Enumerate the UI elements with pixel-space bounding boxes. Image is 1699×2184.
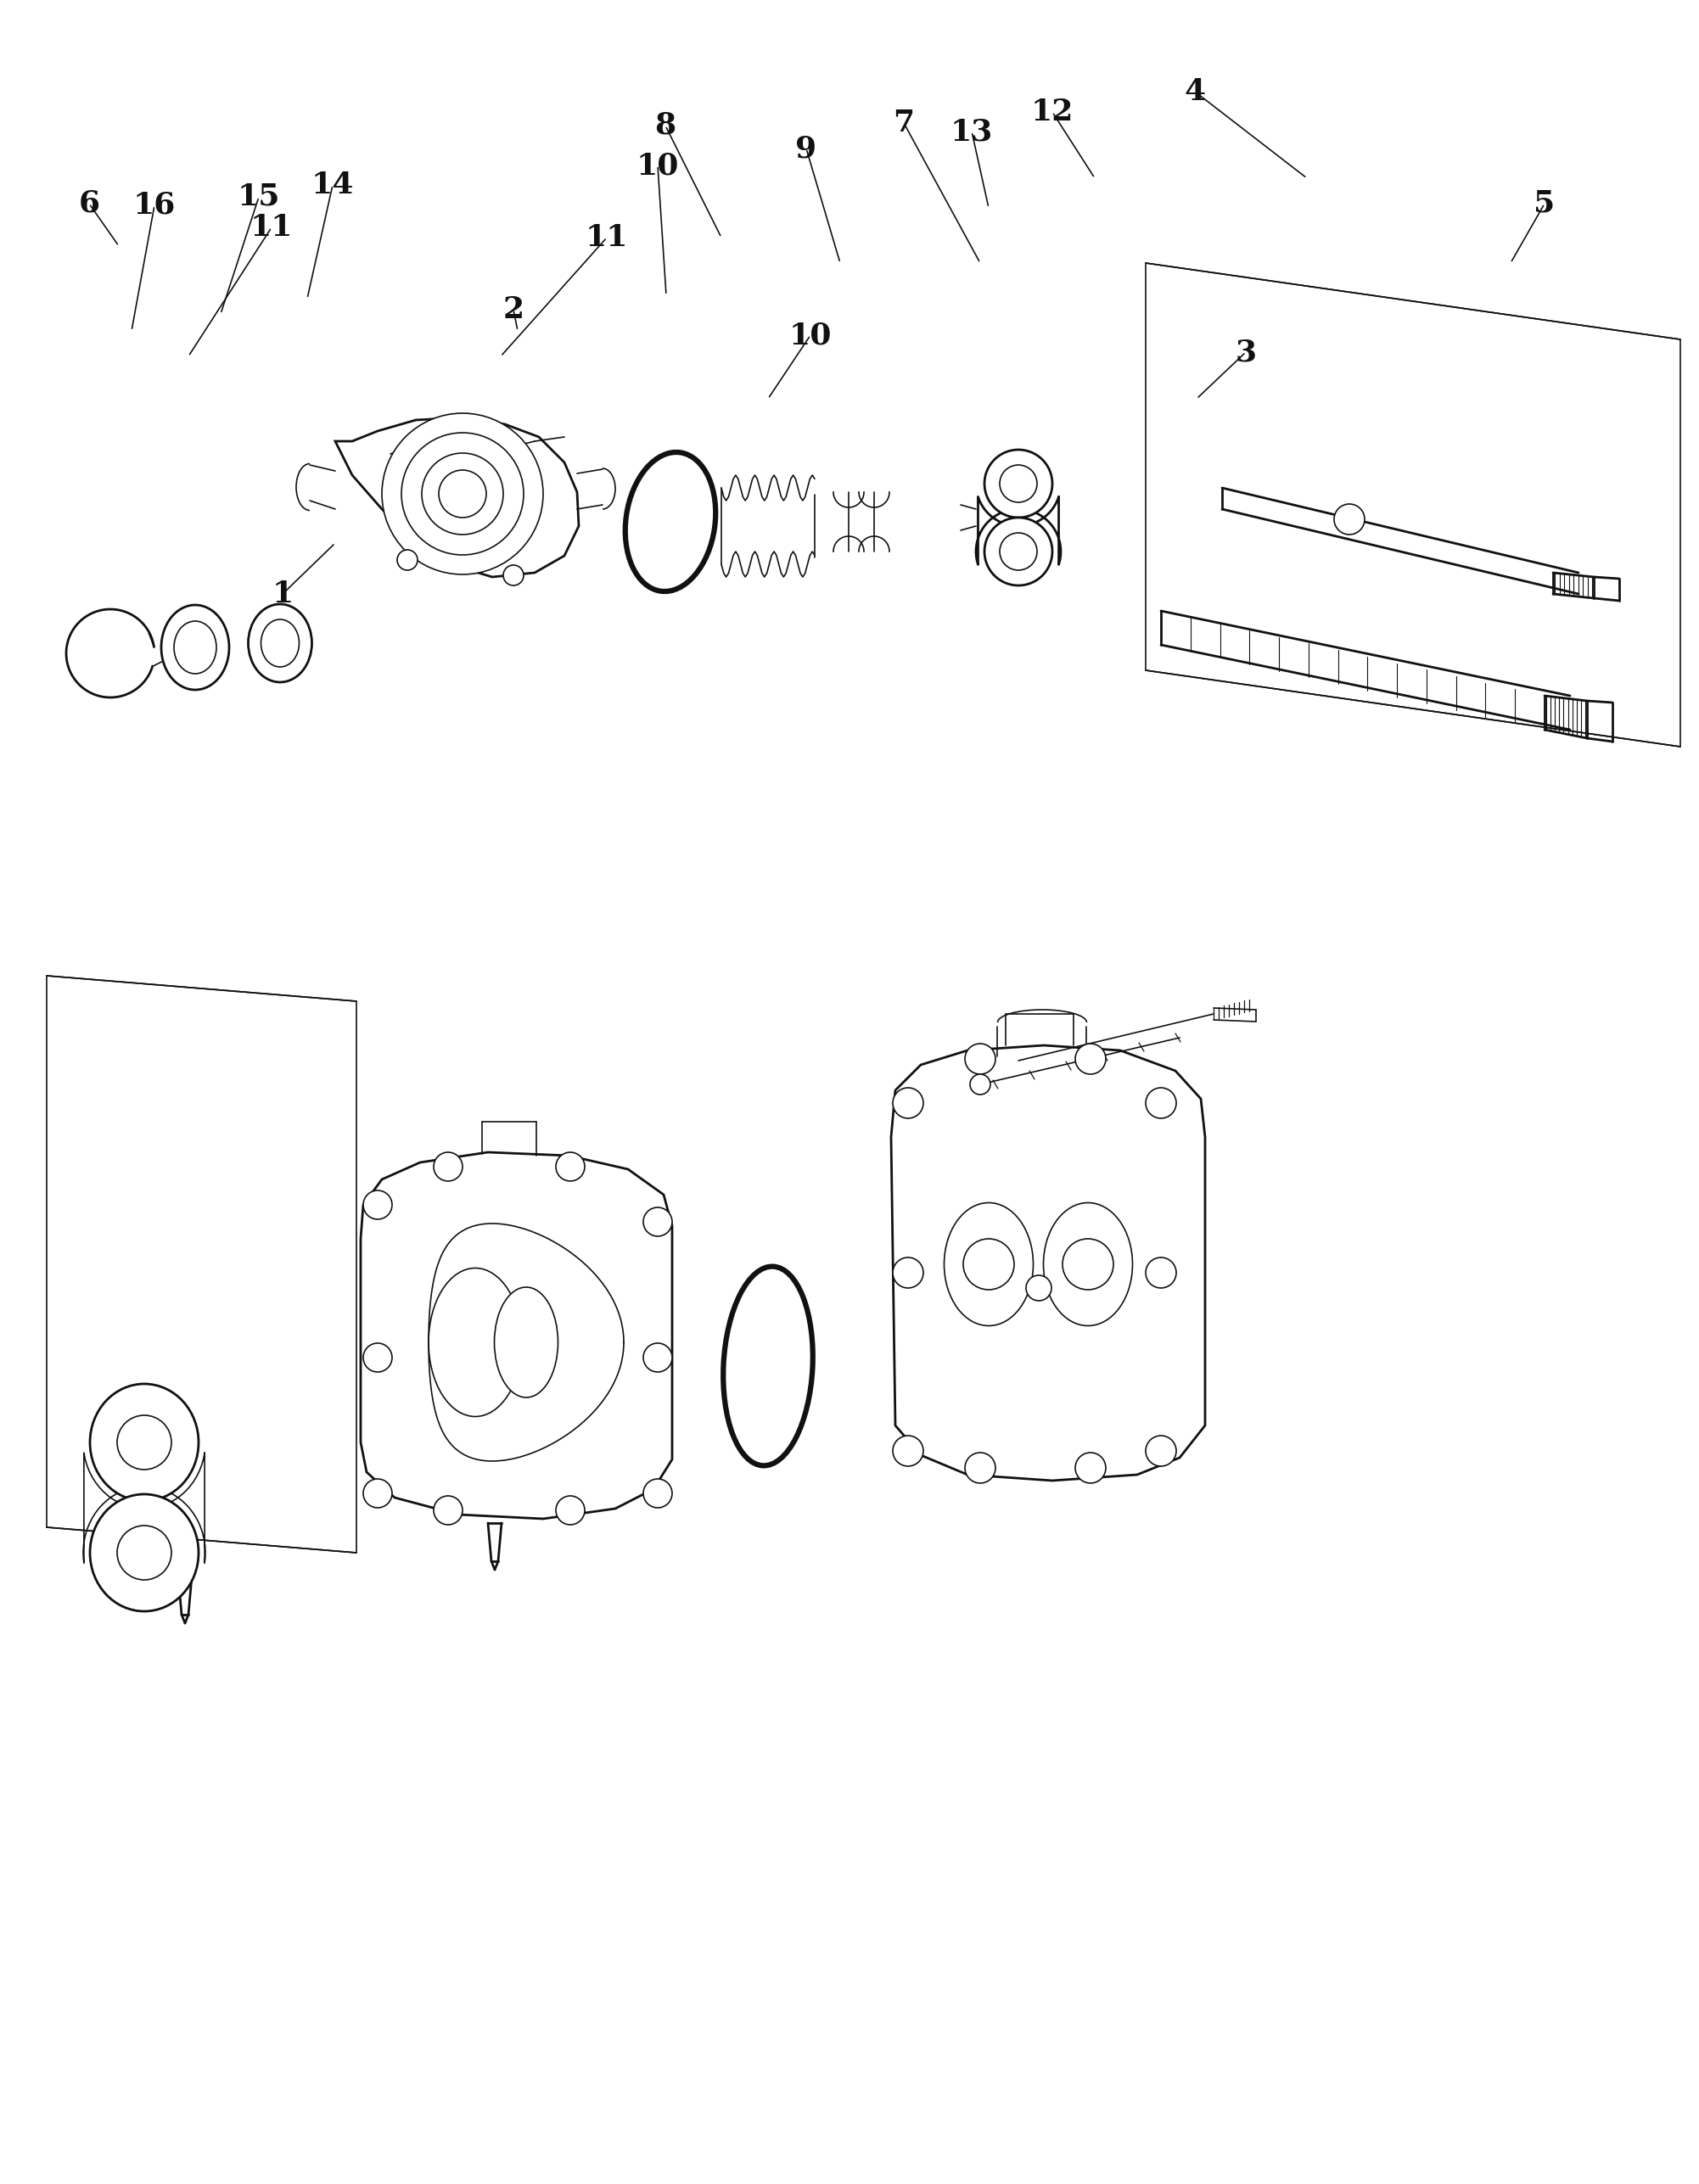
Circle shape — [364, 1479, 392, 1507]
Circle shape — [644, 1343, 673, 1372]
Text: 10: 10 — [637, 151, 680, 179]
Polygon shape — [360, 1153, 673, 1518]
Circle shape — [1145, 1435, 1176, 1465]
Circle shape — [421, 452, 503, 535]
Circle shape — [1062, 1238, 1113, 1291]
Text: 7: 7 — [894, 109, 914, 138]
Text: 16: 16 — [133, 190, 175, 221]
Circle shape — [965, 1044, 996, 1075]
Circle shape — [1075, 1044, 1106, 1075]
Circle shape — [1075, 1452, 1106, 1483]
Circle shape — [644, 1208, 673, 1236]
Circle shape — [999, 533, 1036, 570]
Text: 13: 13 — [950, 118, 994, 146]
Circle shape — [892, 1088, 923, 1118]
Circle shape — [556, 1496, 584, 1524]
Circle shape — [433, 1496, 462, 1524]
Polygon shape — [335, 417, 579, 577]
Polygon shape — [46, 976, 357, 1553]
Text: 15: 15 — [238, 183, 280, 212]
Text: 6: 6 — [78, 190, 100, 218]
Ellipse shape — [161, 605, 229, 690]
Circle shape — [382, 413, 544, 574]
Ellipse shape — [262, 620, 299, 666]
Text: 8: 8 — [654, 111, 676, 140]
Text: 4: 4 — [1184, 76, 1206, 107]
Ellipse shape — [248, 605, 313, 681]
Circle shape — [1026, 1275, 1052, 1302]
Text: 3: 3 — [1235, 339, 1257, 367]
Circle shape — [970, 1075, 991, 1094]
Circle shape — [965, 1452, 996, 1483]
Circle shape — [364, 1190, 392, 1219]
Polygon shape — [1145, 262, 1680, 747]
Circle shape — [398, 550, 418, 570]
Text: 5: 5 — [1534, 190, 1555, 218]
Circle shape — [999, 465, 1036, 502]
Circle shape — [401, 432, 523, 555]
Text: 1: 1 — [272, 579, 294, 609]
Circle shape — [503, 566, 523, 585]
Circle shape — [892, 1435, 923, 1465]
Circle shape — [984, 518, 1052, 585]
Ellipse shape — [428, 1269, 522, 1417]
Circle shape — [364, 1343, 392, 1372]
Circle shape — [117, 1415, 172, 1470]
Circle shape — [117, 1527, 172, 1579]
Circle shape — [984, 450, 1052, 518]
Ellipse shape — [494, 1286, 557, 1398]
Ellipse shape — [90, 1494, 199, 1612]
Ellipse shape — [1043, 1203, 1133, 1326]
Text: 2: 2 — [503, 295, 523, 323]
Circle shape — [438, 470, 486, 518]
Ellipse shape — [625, 452, 715, 592]
Circle shape — [556, 1153, 584, 1182]
Text: 9: 9 — [795, 133, 817, 164]
Ellipse shape — [173, 620, 216, 673]
Circle shape — [433, 1153, 462, 1182]
Text: 11: 11 — [250, 214, 292, 242]
Text: 12: 12 — [1031, 98, 1074, 127]
Circle shape — [1334, 505, 1364, 535]
Ellipse shape — [945, 1203, 1033, 1326]
Circle shape — [1145, 1088, 1176, 1118]
Text: 11: 11 — [586, 223, 629, 251]
Ellipse shape — [724, 1267, 812, 1465]
Polygon shape — [890, 1046, 1205, 1481]
Text: 14: 14 — [311, 170, 353, 199]
Circle shape — [644, 1479, 673, 1507]
Text: 10: 10 — [788, 321, 833, 349]
Circle shape — [892, 1258, 923, 1289]
Ellipse shape — [90, 1385, 199, 1500]
Circle shape — [963, 1238, 1014, 1291]
Circle shape — [1145, 1258, 1176, 1289]
